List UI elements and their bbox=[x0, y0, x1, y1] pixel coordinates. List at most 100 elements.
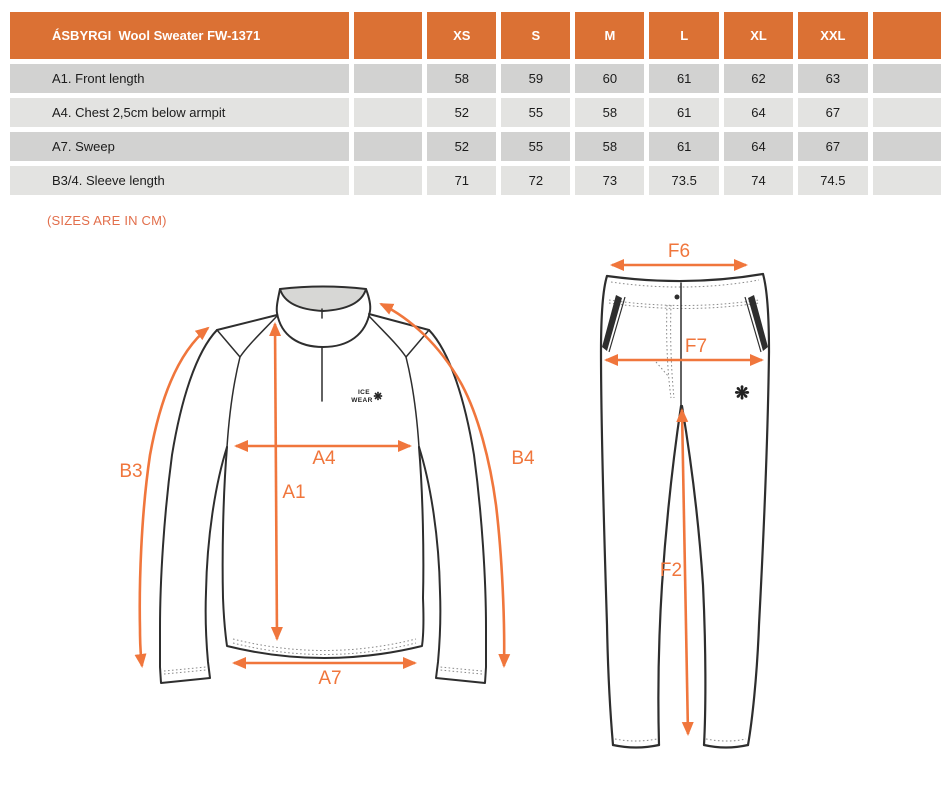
header-spacer-cell bbox=[872, 12, 941, 59]
spacer-cell bbox=[872, 98, 941, 127]
size-value: 61 bbox=[649, 64, 719, 93]
fly-stitching bbox=[670, 304, 675, 399]
b4-label: B4 bbox=[511, 448, 535, 469]
right-cuff-stitching bbox=[439, 669, 483, 675]
fly-stitching bbox=[666, 304, 672, 399]
size-value: 62 bbox=[723, 64, 794, 93]
left-leg-hem bbox=[611, 743, 661, 749]
b4-arrow bbox=[379, 302, 511, 668]
sizes-unit-note: (SIZES ARE IN CM) bbox=[47, 213, 167, 228]
waistband-stitching bbox=[608, 299, 760, 306]
hem-stitching bbox=[232, 642, 417, 655]
table-header-row: ÁSBYRGI Wool Sweater FW-1371 XS S M L XL… bbox=[10, 12, 941, 59]
size-value: 73.5 bbox=[649, 166, 719, 195]
icewear-logo-snowflake-icon: ❋ bbox=[373, 391, 382, 403]
collar-outline bbox=[275, 288, 372, 348]
size-value: 73 bbox=[575, 166, 645, 195]
spacer-cell bbox=[353, 166, 423, 195]
size-value: 63 bbox=[798, 64, 868, 93]
size-value: 61 bbox=[649, 132, 719, 161]
size-value: 58 bbox=[575, 132, 645, 161]
sweater-body-outline bbox=[221, 446, 425, 659]
size-value: 60 bbox=[575, 64, 645, 93]
right-sleeve-outline bbox=[418, 329, 487, 684]
size-table: ÁSBYRGI Wool Sweater FW-1371 XS S M L XL… bbox=[5, 7, 946, 200]
left-cuff-stitching bbox=[163, 669, 207, 675]
right-cuff-stitching bbox=[439, 666, 483, 672]
a4-label: A4 bbox=[312, 448, 336, 469]
measurement-label: A4. Chest 2,5cm below armpit bbox=[10, 98, 349, 127]
size-column-header: XL bbox=[723, 12, 794, 59]
spacer-cell bbox=[872, 64, 941, 93]
pants-drawing: ❋ F6 F7 F2 bbox=[599, 241, 771, 749]
a1-label: A1 bbox=[282, 482, 305, 503]
measurement-label: A1. Front length bbox=[10, 64, 349, 93]
left-pocket-trim bbox=[602, 295, 622, 351]
size-value: 58 bbox=[427, 64, 497, 93]
size-value: 52 bbox=[427, 132, 497, 161]
table-row: A7. Sweep 52 55 58 61 64 67 bbox=[10, 132, 941, 161]
size-value: 74.5 bbox=[798, 166, 868, 195]
spacer-cell bbox=[872, 166, 941, 195]
right-pocket-slit bbox=[744, 296, 762, 353]
waist-top-stitching bbox=[610, 279, 760, 288]
size-value: 61 bbox=[649, 98, 719, 127]
size-column-header: XS bbox=[427, 12, 497, 59]
spacer-cell bbox=[353, 132, 423, 161]
right-raglan-seam bbox=[368, 315, 420, 448]
left-leg-inseam bbox=[657, 404, 683, 747]
hem-stitching bbox=[232, 638, 417, 651]
sweater-drawing: ICE WEAR ❋ B3 B4 A4 A1 A7 bbox=[119, 285, 535, 689]
header-spacer-cell bbox=[353, 12, 423, 59]
fly-hook-stitching bbox=[655, 361, 670, 378]
a7-label: A7 bbox=[318, 668, 341, 689]
left-leg-outer-edge bbox=[599, 274, 615, 747]
b3-arrow bbox=[134, 326, 210, 668]
size-value: 55 bbox=[501, 98, 571, 127]
size-column-header: XXL bbox=[798, 12, 868, 59]
waist-button bbox=[674, 294, 680, 300]
left-cuff-stitching bbox=[163, 666, 207, 672]
garment-diagrams: ICE WEAR ❋ B3 B4 A4 A1 A7 bbox=[119, 241, 771, 749]
size-column-header: L bbox=[649, 12, 719, 59]
left-shoulder-cap-seam bbox=[216, 329, 241, 358]
f2-arrow bbox=[676, 408, 694, 736]
size-value: 67 bbox=[798, 98, 868, 127]
spacer-cell bbox=[353, 98, 423, 127]
left-raglan-seam bbox=[226, 315, 278, 448]
left-hem-stitching bbox=[614, 738, 658, 742]
waist-top-edge bbox=[605, 272, 765, 283]
table-row: B3/4. Sleeve length 71 72 73 73.5 74 74.… bbox=[10, 166, 941, 195]
size-value: 74 bbox=[723, 166, 794, 195]
size-value: 72 bbox=[501, 166, 571, 195]
size-value: 67 bbox=[798, 132, 868, 161]
f2-label: F2 bbox=[660, 560, 682, 581]
table-row: A4. Chest 2,5cm below armpit 52 55 58 61… bbox=[10, 98, 941, 127]
size-value: 52 bbox=[427, 98, 497, 127]
right-shoulder-cap-seam bbox=[405, 329, 430, 358]
waistband-stitching bbox=[608, 302, 760, 309]
table-title: ÁSBYRGI Wool Sweater FW-1371 bbox=[10, 12, 349, 59]
table-row: A1. Front length 58 59 60 61 62 63 bbox=[10, 64, 941, 93]
measurement-label: B3/4. Sleeve length bbox=[10, 166, 349, 195]
right-leg-hem bbox=[702, 743, 750, 749]
right-shoulder-edge bbox=[368, 313, 430, 331]
b3-label: B3 bbox=[119, 461, 142, 482]
collar-opening bbox=[279, 285, 367, 312]
size-value: 64 bbox=[723, 132, 794, 161]
icewear-logo-ice: ICE bbox=[358, 389, 370, 396]
f6-label: F6 bbox=[668, 241, 690, 262]
size-column-header: M bbox=[575, 12, 645, 59]
measurement-label: A7. Sweep bbox=[10, 132, 349, 161]
size-value: 59 bbox=[501, 64, 571, 93]
right-hem-stitching bbox=[705, 738, 747, 742]
a1-arrow bbox=[269, 322, 283, 641]
size-value: 58 bbox=[575, 98, 645, 127]
snowflake-logo-icon: ❋ bbox=[734, 383, 749, 403]
right-pocket-trim bbox=[748, 295, 768, 351]
size-value: 71 bbox=[427, 166, 497, 195]
spacer-cell bbox=[353, 64, 423, 93]
size-value: 64 bbox=[723, 98, 794, 127]
size-column-header: S bbox=[501, 12, 571, 59]
left-shoulder-edge bbox=[216, 314, 278, 331]
